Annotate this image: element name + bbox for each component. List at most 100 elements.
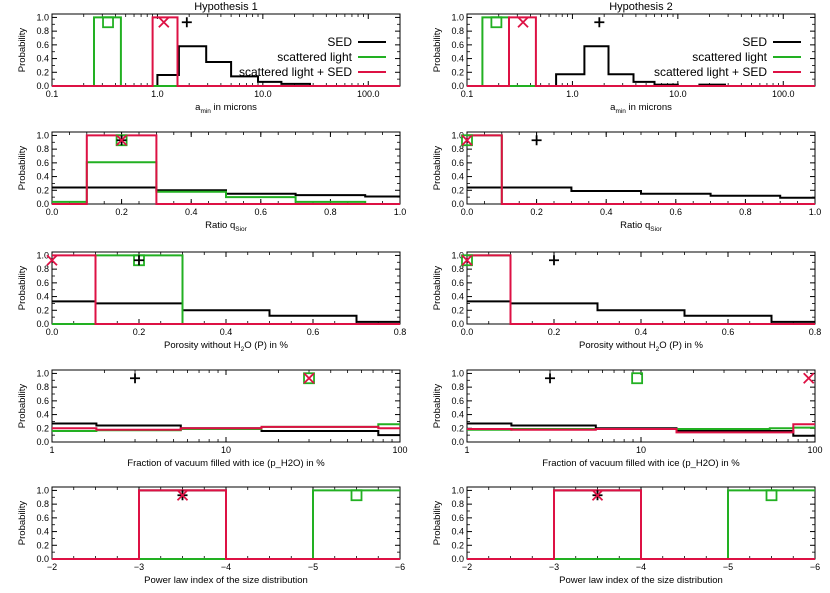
marker-scattered-light-sed-cross: [46, 254, 58, 266]
y-tick-label: 0.6: [451, 513, 464, 523]
series-scattered-light-plus-sed-step: [52, 489, 400, 560]
x-axis-label-main: Porosity without H: [164, 340, 241, 351]
x-tick-label: 1.0: [809, 207, 822, 217]
y-tick-label: 1.0: [451, 130, 464, 140]
marker-sed-plus: [134, 255, 144, 266]
legend-label-scattered-light: scattered light: [692, 50, 767, 64]
y-tick-label: 0.4: [451, 172, 464, 182]
x-tick-label: 10.0: [669, 89, 687, 99]
marker-scattered-light-sed-cross: [591, 489, 604, 501]
y-tick-label: 0.8: [451, 144, 464, 154]
panel-5-left: −2 −3 −4 −5 −6 0.0 0.2 0.4 0.6 0.8 1.0 Probability P…: [17, 485, 405, 586]
x-tick-label: 100.0: [772, 89, 795, 99]
panel-4-left: 1 10 100 0.0 0.2 0.4 0.6 0.8 1.0 Probability Fract…: [17, 368, 408, 469]
series-scattered-light-plus-sed-step: [467, 489, 815, 560]
panel-1-left: 0.1 1.0 10.0 100.0 0.0 0.2 0.4 0.6 0.8 1.0 Probabi…: [17, 1, 401, 115]
marker-scattered-light-sed-cross: [517, 16, 529, 28]
x-tick-label: 0.2: [133, 327, 146, 337]
y-tick-label: 1.0: [36, 12, 49, 22]
panel-3-right: 0.0 0.2 0.4 0.6 0.8 0.0 0.2 0.4 0.6 0.8 1.0 Probabi…: [432, 250, 821, 353]
series-scattered-light-step: [52, 254, 400, 325]
x-axis-label-rest: O (P) in %: [659, 340, 703, 351]
marker-scattered-light-sed-cross: [303, 372, 315, 384]
marker-scattered-light-sed-cross: [803, 372, 815, 384]
marker-scattered-light-square: [102, 16, 114, 29]
series-scattered-light-plus-sed-step: [467, 16, 815, 87]
x-tick-label: 0.1: [461, 89, 474, 99]
x-tick-label: 0.6: [307, 327, 320, 337]
marker-sed-plus: [181, 17, 192, 28]
x-tick-label: −5: [308, 562, 318, 572]
y-tick-label: 0.8: [451, 26, 464, 36]
x-axis-label-subscript: Sior: [650, 226, 662, 233]
y-tick-label: 0.0: [451, 81, 464, 91]
plot-frame: [51, 251, 401, 325]
series-scattered-light-step: [52, 161, 400, 205]
y-tick-label: 0.6: [451, 158, 464, 168]
marker-sed-plus: [594, 17, 605, 28]
x-tick-label: 1: [49, 445, 54, 455]
x-axis-label-main: Ratio q: [205, 220, 235, 231]
x-tick-label: 0.8: [809, 327, 822, 337]
series-scattered-light-plus-sed-step: [467, 423, 815, 434]
y-tick-label: 0.0: [451, 319, 464, 329]
x-axis-label-subscript: min: [200, 108, 211, 115]
legend-label-scattered-light-plus-sed: scattered light + SED: [654, 65, 767, 79]
y-tick-label: 0.0: [36, 554, 49, 564]
chart-title: Hypothesis 1: [194, 1, 258, 13]
y-axis-label: Probability: [17, 501, 28, 546]
series-sed-step: [52, 300, 400, 323]
series-sed-step: [467, 300, 815, 323]
series-scattered-light-plus-sed-step: [52, 16, 400, 87]
marker-scattered-light-sed-cross: [461, 134, 473, 146]
x-axis-label-rest: in microns: [626, 102, 672, 113]
x-tick-label: 0.6: [722, 327, 735, 337]
y-tick-label: 1.0: [451, 250, 464, 260]
x-tick-label: −2: [47, 562, 57, 572]
y-axis-label: Probability: [17, 146, 28, 191]
x-tick-label: 1.0: [394, 207, 407, 217]
x-tick-label: −3: [549, 562, 559, 572]
series-scattered-light-plus-sed-step: [52, 425, 400, 431]
y-tick-label: 1.0: [451, 12, 464, 22]
y-axis-label: Probability: [432, 501, 443, 546]
y-tick-label: 0.2: [451, 185, 464, 195]
x-tick-label: −5: [723, 562, 733, 572]
series-scattered-light-step: [467, 254, 815, 325]
x-axis-label: Ratio qSior: [205, 220, 248, 233]
x-axis-label-main: Fraction of vacuum filled with ice (p_H2…: [542, 458, 740, 469]
y-tick-label: 0.8: [36, 144, 49, 154]
x-axis-label: Power law index of the size distribution: [559, 575, 723, 586]
marker-sed-plus: [130, 373, 141, 384]
x-tick-label: 10: [636, 445, 646, 455]
y-tick-label: 0.2: [451, 540, 464, 550]
x-axis-label-subscript: Sior: [235, 226, 247, 233]
y-tick-label: 0.4: [36, 54, 49, 64]
x-axis-label-main: Ratio q: [620, 220, 650, 231]
series-scattered-light-plus-sed-step: [467, 254, 815, 325]
marker-scattered-light-square: [461, 134, 473, 147]
panel-5-right: −2 −3 −4 −5 −6 0.0 0.2 0.4 0.6 0.8 1.0 Probability P…: [432, 485, 820, 586]
x-axis-label-main: Power law index of the size distribution: [559, 575, 723, 586]
x-tick-label: 10: [221, 445, 231, 455]
marker-sed-plus: [549, 255, 559, 266]
x-tick-label: 0.4: [600, 207, 613, 217]
marker-sed-plus: [531, 135, 542, 146]
y-tick-label: 0.6: [451, 396, 464, 406]
x-tick-label: 0.1: [46, 89, 59, 99]
y-axis-label: Probability: [432, 146, 443, 191]
y-tick-label: 0.6: [451, 40, 464, 50]
x-axis-label: Porosity without H2O (P) in %: [164, 340, 289, 353]
y-tick-label: 0.8: [36, 382, 49, 392]
x-axis-label: amin in microns: [610, 102, 672, 115]
x-tick-label: 0.0: [461, 207, 474, 217]
x-axis-label-subscript: 2: [656, 346, 660, 353]
y-tick-label: 1.0: [36, 250, 49, 260]
x-tick-label: 0.4: [185, 207, 198, 217]
y-tick-label: 0.4: [36, 172, 49, 182]
x-tick-label: 100: [392, 445, 407, 455]
legend-label-scattered-light: scattered light: [277, 50, 352, 64]
y-tick-label: 0.4: [451, 54, 464, 64]
